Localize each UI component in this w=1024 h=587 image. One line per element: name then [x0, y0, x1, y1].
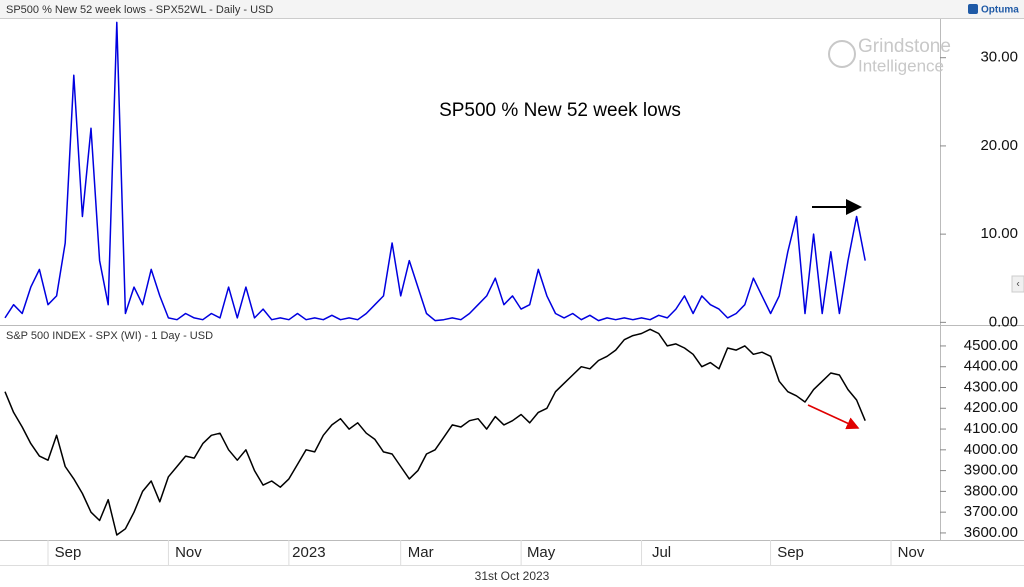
- arrow: [807, 404, 860, 430]
- y-tick-label: 0.00: [989, 313, 1018, 330]
- y-tick-label: 4000.00: [964, 441, 1018, 458]
- brand-icon: [968, 4, 978, 14]
- brand: Optuma: [981, 5, 1019, 16]
- y-tick-label: 10.00: [980, 225, 1018, 242]
- x-tick-label: May: [527, 544, 556, 561]
- y-tick-label: 3600.00: [964, 524, 1018, 541]
- y-tick-label: 3900.00: [964, 462, 1018, 479]
- panel-title: S&P 500 INDEX - SPX (WI) - 1 Day - USD: [6, 330, 213, 342]
- y-tick-label: 4400.00: [964, 358, 1018, 375]
- watermark-icon: [828, 40, 856, 68]
- series-line: [4, 21, 866, 322]
- x-tick-label: Sep: [777, 544, 804, 561]
- x-tick-label: Sep: [55, 544, 82, 561]
- collapse-button[interactable]: [1011, 275, 1024, 293]
- y-tick-label: 4500.00: [964, 337, 1018, 354]
- collapse-icon[interactable]: ‹: [1016, 279, 1019, 290]
- y-tick-label: 3700.00: [964, 503, 1018, 520]
- y-tick-label: 30.00: [980, 49, 1018, 66]
- x-tick-label: Nov: [175, 544, 202, 561]
- header-bar: [0, 0, 1024, 18]
- x-tick-label: 2023: [292, 544, 325, 561]
- watermark: Grindstone: [858, 36, 951, 57]
- annotation: SP500 % New 52 week lows: [439, 100, 681, 121]
- x-tick-label: Nov: [898, 544, 925, 561]
- y-tick-label: 4300.00: [964, 378, 1018, 395]
- y-tick-label: 4200.00: [964, 399, 1018, 416]
- y-tick-label: 20.00: [980, 137, 1018, 154]
- y-tick-label: 3800.00: [964, 482, 1018, 499]
- date-label: 31st Oct 2023: [475, 569, 550, 583]
- x-tick-label: Mar: [408, 544, 434, 561]
- series-line: [4, 328, 866, 536]
- panel-title: SP500 % New 52 week lows - SPX52WL - Dai…: [6, 4, 273, 16]
- y-tick-label: 4100.00: [964, 420, 1018, 437]
- x-tick-label: Jul: [652, 544, 671, 561]
- watermark: Intelligence: [858, 56, 944, 75]
